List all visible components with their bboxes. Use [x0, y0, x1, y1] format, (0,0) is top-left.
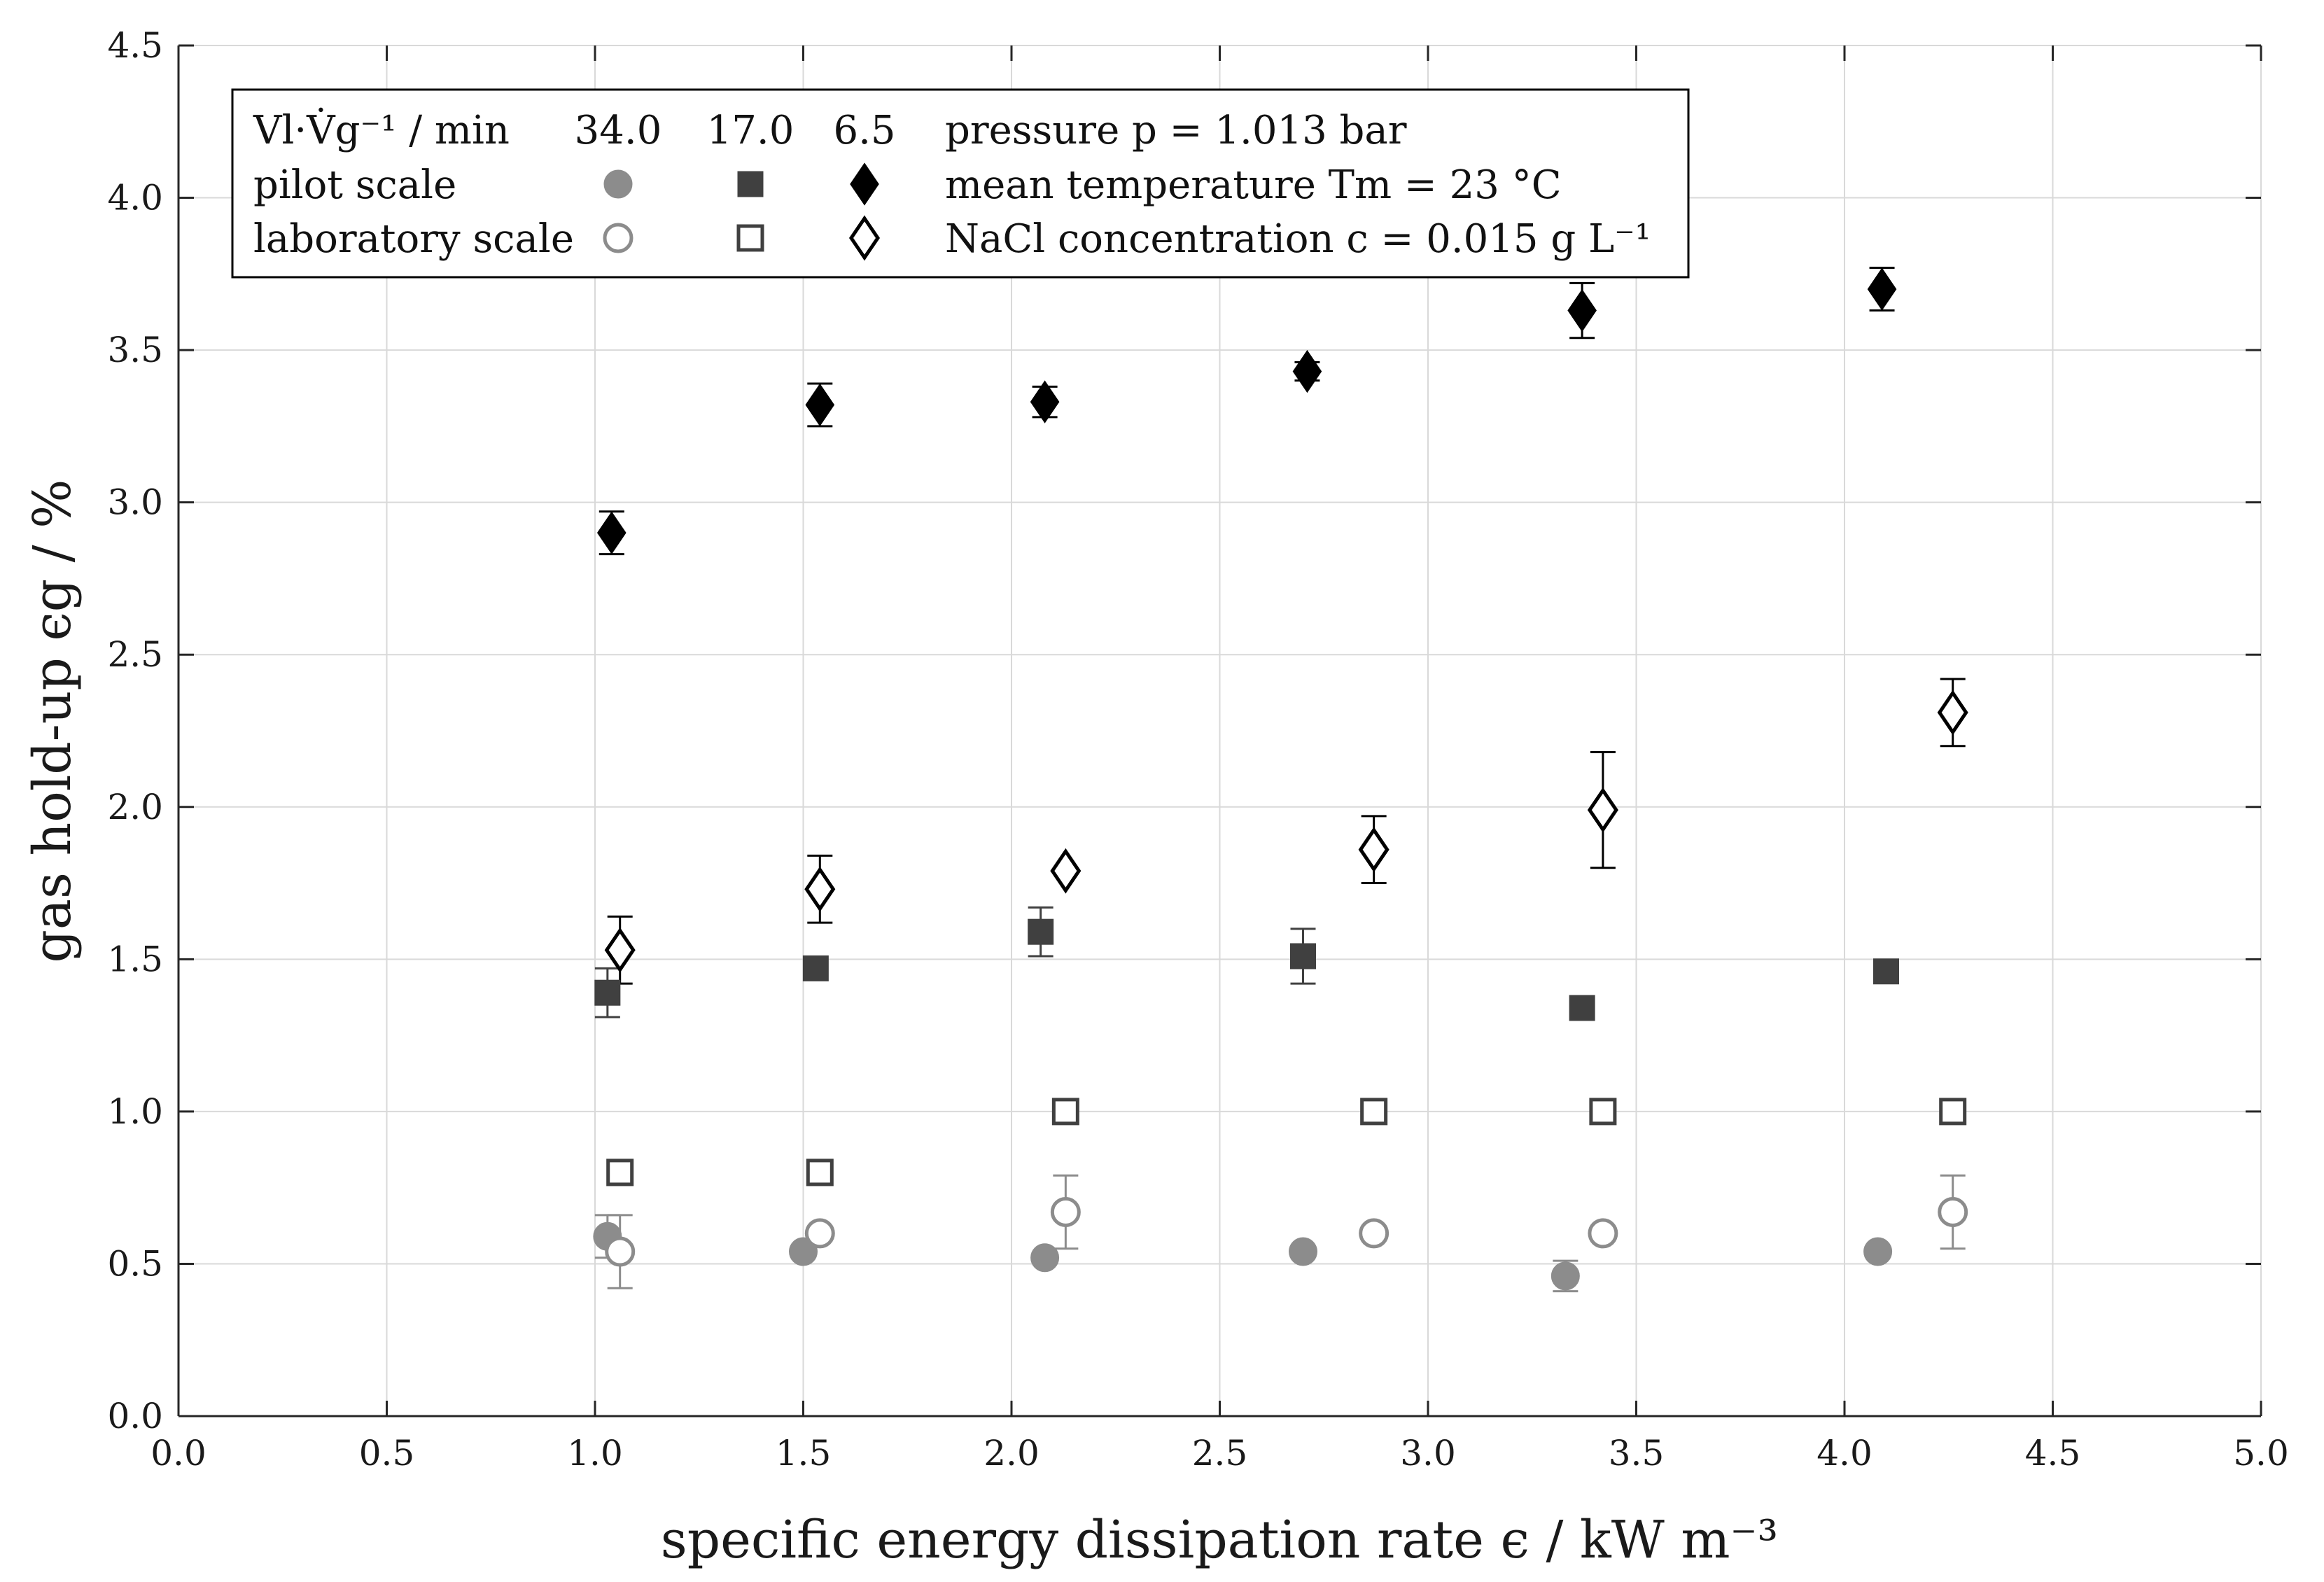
legend: Vl·V̇g⁻¹ / min 34.0 17.0 6.5 pilot scale… [231, 88, 1690, 279]
data-point-laboratory-scale-6-5 [1358, 827, 1390, 873]
data-point-laboratory-scale-34-0 [605, 1236, 636, 1267]
data-point-pilot-scale-6-5 [805, 383, 835, 427]
y-tick-label: 2.0 [107, 787, 163, 827]
data-point-laboratory-scale-6-5 [1937, 690, 1968, 736]
y-tick-label: 2.5 [107, 634, 163, 675]
x-tick-label: 0.5 [359, 1433, 415, 1474]
legend-marker-laboratory-scale-17-0 [736, 224, 764, 252]
data-point-laboratory-scale-34-0 [1050, 1196, 1081, 1227]
data-point-laboratory-scale-34-0 [804, 1218, 835, 1249]
legend-ratio-6-5: 6.5 [833, 108, 895, 153]
x-tick-label: 2.0 [983, 1433, 1040, 1474]
data-point-pilot-scale-6-5 [1292, 349, 1322, 393]
data-point-pilot-scale-17-0 [1028, 918, 1054, 945]
tick-labels: 0.0 0.5 1.0 1.5 2.0 2.5 3.0 3.5 4.0 4.5 5.0 0.0 0.5 1… [107, 25, 2288, 1474]
data-point-pilot-scale-34-0 [1863, 1237, 1893, 1266]
data-point-pilot-scale-6-5 [1030, 380, 1060, 424]
data-point-laboratory-scale-6-5 [1050, 848, 1082, 894]
legend-ratio-17: 17.0 [707, 108, 794, 153]
x-tick-label: 2.5 [1192, 1433, 1248, 1474]
data-point-pilot-scale-17-0 [1290, 943, 1316, 969]
y-tick-label: 4.5 [107, 25, 163, 66]
data-point-laboratory-scale-17-0 [806, 1158, 834, 1186]
data-point-laboratory-scale-34-0 [1938, 1196, 1968, 1227]
data-points [593, 267, 1968, 1291]
y-axis-label: gas hold-up ϵg / % [22, 479, 83, 963]
data-point-laboratory-scale-17-0 [1360, 1098, 1388, 1126]
x-tick-label: 3.0 [1400, 1433, 1456, 1474]
y-tick-label: 3.0 [107, 482, 163, 523]
x-tick-label: 4.0 [1816, 1433, 1872, 1474]
y-tick-label: 4.0 [107, 178, 163, 218]
legend-ratio-34: 34.0 [575, 108, 662, 153]
legend-marker-pilot-scale-6-5 [850, 162, 879, 206]
y-tick-label: 0.0 [107, 1396, 163, 1436]
data-point-pilot-scale-34-0 [1289, 1237, 1317, 1266]
y-tick-label: 0.5 [107, 1243, 163, 1284]
data-point-laboratory-scale-17-0 [1051, 1098, 1079, 1126]
legend-condition-pressure: pressure p = 1.013 bar [945, 108, 1407, 153]
legend-header-label: Vl·V̇g⁻¹ / min [253, 107, 510, 153]
data-point-laboratory-scale-17-0 [1589, 1098, 1617, 1126]
data-point-pilot-scale-17-0 [1873, 958, 1899, 985]
data-point-laboratory-scale-6-5 [804, 866, 836, 912]
x-axis-label: specific energy dissipation rate ϵ / kW … [661, 1510, 1778, 1570]
legend-row-pilot-scale: pilot scale [253, 162, 456, 208]
x-tick-label: 0.0 [150, 1433, 206, 1474]
y-tick-label: 3.5 [107, 330, 163, 370]
data-point-pilot-scale-17-0 [594, 979, 621, 1006]
data-point-laboratory-scale-34-0 [1588, 1218, 1618, 1249]
data-point-pilot-scale-34-0 [1030, 1243, 1060, 1273]
legend-condition-temperature: mean temperature Tm = 23 °C [945, 162, 1562, 208]
data-point-laboratory-scale-17-0 [1939, 1098, 1967, 1126]
legend-box [231, 88, 1690, 279]
data-point-pilot-scale-6-5 [1567, 288, 1597, 332]
x-tick-label: 1.0 [567, 1433, 623, 1474]
legend-marker-laboratory-scale-34-0 [603, 223, 634, 253]
data-point-laboratory-scale-17-0 [606, 1158, 634, 1186]
data-point-laboratory-scale-6-5 [604, 927, 636, 973]
data-point-laboratory-scale-6-5 [1587, 787, 1618, 833]
x-tick-label: 1.5 [776, 1433, 832, 1474]
x-tick-label: 5.0 [2233, 1433, 2289, 1474]
x-tick-label: 3.5 [1609, 1433, 1665, 1474]
legend-marker-laboratory-scale-6-5 [848, 215, 881, 261]
legend-marker-pilot-scale-17-0 [737, 171, 764, 197]
legend-marker-pilot-scale-34-0 [603, 169, 633, 199]
legend-markers [603, 162, 881, 261]
y-tick-label: 1.0 [107, 1091, 163, 1132]
axes [177, 44, 2262, 1418]
data-point-laboratory-scale-34-0 [1359, 1218, 1390, 1249]
data-point-pilot-scale-34-0 [789, 1237, 818, 1266]
legend-row-laboratory-scale: laboratory scale [253, 216, 574, 262]
y-tick-label: 1.5 [107, 939, 163, 979]
data-point-pilot-scale-6-5 [1867, 267, 1897, 311]
data-point-pilot-scale-17-0 [1569, 995, 1595, 1021]
data-point-pilot-scale-17-0 [802, 955, 829, 981]
data-point-pilot-scale-6-5 [596, 511, 626, 554]
data-point-pilot-scale-34-0 [1550, 1261, 1580, 1291]
legend-condition-concentration: NaCl concentration c = 0.015 g L⁻¹ [945, 216, 1651, 262]
x-tick-label: 4.5 [2025, 1433, 2081, 1474]
